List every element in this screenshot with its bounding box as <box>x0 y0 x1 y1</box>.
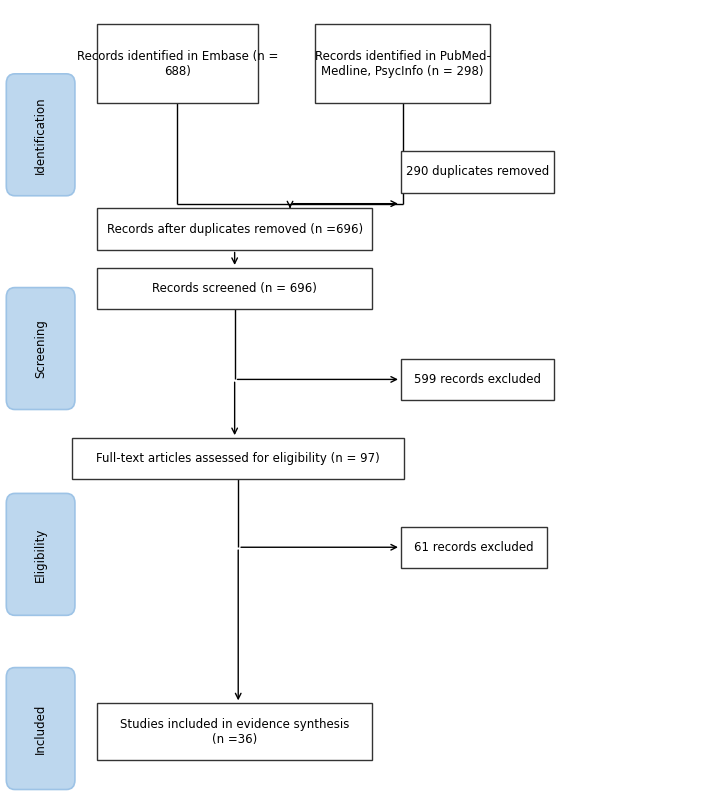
Text: 290 duplicates removed: 290 duplicates removed <box>406 166 549 178</box>
FancyBboxPatch shape <box>315 24 490 103</box>
FancyBboxPatch shape <box>7 74 75 196</box>
Text: Eligibility: Eligibility <box>34 527 47 582</box>
Text: 61 records excluded: 61 records excluded <box>414 541 534 554</box>
Text: Full-text articles assessed for eligibility (n = 97): Full-text articles assessed for eligibil… <box>96 452 380 465</box>
Text: Identification: Identification <box>34 96 47 174</box>
Text: Records identified in Embase (n =
688): Records identified in Embase (n = 688) <box>77 50 278 78</box>
Text: Included: Included <box>34 703 47 754</box>
FancyBboxPatch shape <box>97 209 372 250</box>
Text: Records identified in PubMed-
Medline, PsycInfo (n = 298): Records identified in PubMed- Medline, P… <box>315 50 490 78</box>
Text: Records after duplicates removed (n =696): Records after duplicates removed (n =696… <box>106 222 363 235</box>
FancyBboxPatch shape <box>401 359 555 400</box>
FancyBboxPatch shape <box>401 151 555 193</box>
FancyBboxPatch shape <box>97 24 258 103</box>
Text: Records screened (n = 696): Records screened (n = 696) <box>153 282 317 295</box>
Text: Screening: Screening <box>34 319 47 378</box>
FancyBboxPatch shape <box>7 667 75 790</box>
FancyBboxPatch shape <box>97 703 372 760</box>
Text: 599 records excluded: 599 records excluded <box>414 373 541 386</box>
FancyBboxPatch shape <box>7 287 75 410</box>
FancyBboxPatch shape <box>72 438 404 479</box>
Text: Studies included in evidence synthesis
(n =36): Studies included in evidence synthesis (… <box>120 718 349 746</box>
FancyBboxPatch shape <box>97 268 372 309</box>
FancyBboxPatch shape <box>7 494 75 615</box>
FancyBboxPatch shape <box>401 526 547 568</box>
